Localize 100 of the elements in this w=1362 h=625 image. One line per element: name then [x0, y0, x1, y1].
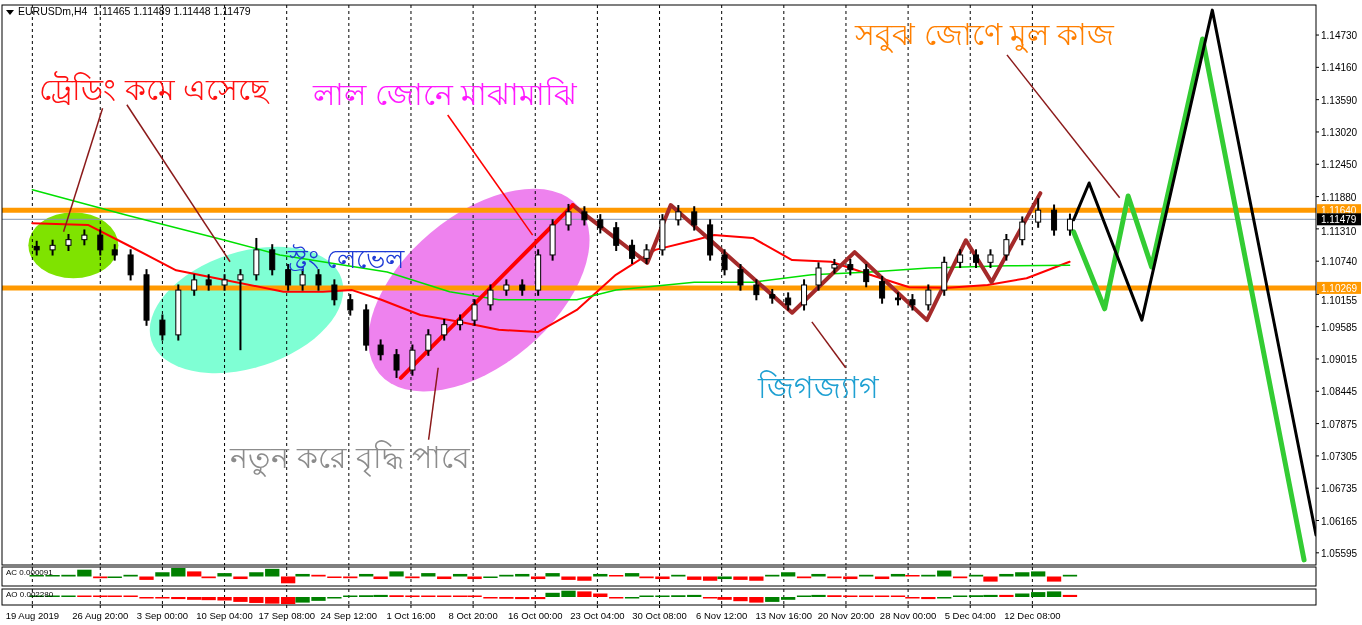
- x-tick-label: 5 Dec 04:00: [944, 610, 996, 621]
- candlestick: [441, 318, 448, 342]
- bar: [139, 576, 154, 580]
- x-tick-label: 30 Oct 08:00: [632, 610, 687, 621]
- bar: [1031, 592, 1046, 597]
- ref-line-label: 1.11479: [1321, 214, 1357, 226]
- bar: [295, 573, 310, 577]
- x-tick-label: 1 Oct 16:00: [386, 610, 436, 621]
- bar: [280, 597, 296, 604]
- y-tick-label: 1.06735: [1321, 483, 1358, 495]
- bar: [545, 573, 560, 577]
- y-tick-label: 1.13020: [1321, 126, 1358, 138]
- bar: [265, 568, 280, 577]
- bar: [359, 573, 374, 577]
- y-tick-label: 1.14730: [1321, 30, 1358, 42]
- x-tick-label: 17 Sep 08:00: [258, 610, 315, 621]
- bar: [187, 571, 202, 577]
- candlestick: [393, 348, 400, 379]
- annotation: সবুঝ জোণে মুল কাজ: [854, 18, 1116, 54]
- candlestick: [691, 205, 698, 232]
- bar: [1031, 571, 1046, 577]
- y-tick-label: 1.09015: [1321, 353, 1358, 365]
- bar: [781, 572, 796, 577]
- candlestick: [191, 273, 198, 297]
- bar: [217, 573, 232, 577]
- annotation: লাল জোনে মাঝামাঝি: [312, 76, 578, 111]
- candlestick: [629, 238, 636, 266]
- candlestick: [425, 328, 432, 357]
- candlestick: [377, 338, 384, 362]
- candlestick: [737, 263, 744, 292]
- x-tick-label: 23 Oct 04:00: [570, 610, 625, 621]
- annotation: নতুন করে বৃদ্ধি পাবে: [229, 440, 472, 478]
- y-tick-label: 1.10740: [1321, 256, 1358, 268]
- x-tick-label: 19 Aug 2019: [5, 610, 60, 621]
- candlestick: [879, 274, 886, 305]
- candlestick: [581, 205, 588, 227]
- candlestick: [957, 248, 964, 269]
- candlestick: [753, 278, 760, 302]
- bar: [389, 571, 404, 577]
- x-tick-label: 26 Aug 20:00: [72, 610, 129, 621]
- y-tick-label: 1.08445: [1321, 386, 1358, 398]
- bar: [890, 573, 906, 577]
- bar: [1046, 591, 1062, 597]
- candlestick: [269, 243, 276, 277]
- x-tick-label: 3 Sep 00:00: [136, 610, 189, 621]
- annotation: জিগজ্যাগ: [757, 369, 881, 404]
- y-tick-label: 1.07305: [1321, 450, 1358, 462]
- candlestick: [127, 248, 134, 282]
- x-tick-label: 8 Oct 20:00: [448, 610, 498, 621]
- bar: [781, 597, 796, 600]
- bar: [1062, 594, 1078, 597]
- candlestick: [815, 261, 822, 292]
- bar: [999, 594, 1014, 597]
- line-series: [31, 189, 1071, 301]
- y-tick-label: 1.07875: [1321, 418, 1358, 430]
- candlestick: [675, 204, 682, 227]
- bar: [702, 576, 718, 581]
- candlestick: [1003, 232, 1010, 262]
- candlestick: [331, 278, 338, 307]
- bar: [983, 576, 998, 582]
- ref-line-label: 1.10269: [1321, 282, 1358, 294]
- x-tick-label: 6 Nov 12:00: [696, 610, 748, 621]
- bar: [421, 573, 436, 577]
- x-tick-label: 28 Nov 00:00: [879, 610, 937, 621]
- y-tick-label: 1.05595: [1321, 547, 1358, 559]
- candlestick: [1035, 197, 1042, 229]
- x-tick-label: 20 Nov 20:00: [817, 610, 875, 621]
- annotation: ট্রেডিং কমে এসেছে: [39, 71, 270, 107]
- chart-title: AC 0.000091: [6, 568, 54, 577]
- y-tick-label: 1.11880: [1321, 191, 1357, 203]
- chart-title: EURUSDm,H4 1.11465 1.11489 1.11448 1.11479: [18, 5, 251, 17]
- candlestick: [237, 268, 244, 352]
- y-tick-label: 1.11310: [1321, 226, 1357, 238]
- candlestick: [1051, 203, 1058, 237]
- candlestick: [643, 243, 650, 266]
- candlestick: [801, 278, 808, 312]
- candlestick: [1019, 215, 1026, 247]
- x-tick-label: 12 Dec 08:00: [1004, 610, 1061, 621]
- y-tick-label: 1.06165: [1321, 515, 1358, 527]
- bar: [452, 573, 468, 577]
- x-tick-label: 13 Nov 16:00: [755, 610, 813, 621]
- bar: [265, 597, 280, 604]
- bar: [624, 573, 640, 577]
- bar: [937, 570, 952, 577]
- bar: [687, 594, 702, 597]
- x-tick-label: 10 Sep 04:00: [196, 610, 253, 621]
- bar: [1046, 576, 1062, 582]
- y-tick-label: 1.12450: [1321, 159, 1358, 171]
- bar: [765, 597, 780, 602]
- x-tick-label: 16 Oct 00:00: [508, 610, 563, 621]
- x-tick-label: 24 Sep 12:00: [320, 610, 378, 621]
- bar: [249, 572, 264, 577]
- candlestick: [987, 248, 994, 269]
- bar: [593, 573, 608, 577]
- candlestick: [487, 283, 494, 312]
- candlestick: [863, 263, 870, 289]
- y-tick-label: 1.10155: [1321, 294, 1358, 306]
- candlestick: [613, 221, 620, 252]
- candlestick: [925, 283, 932, 312]
- y-tick-label: 1.13590: [1321, 94, 1358, 106]
